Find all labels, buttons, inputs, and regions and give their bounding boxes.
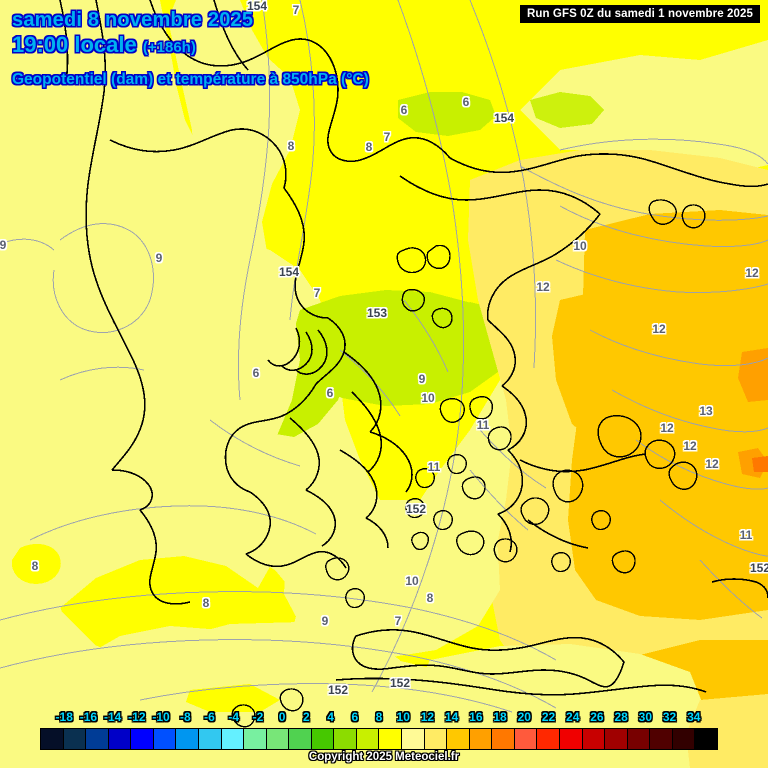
model-run-banner: Run GFS 0Z du samedi 1 novembre 2025 xyxy=(519,5,760,23)
colorbar-tick: 30 xyxy=(638,710,653,724)
colorbar-tick: -2 xyxy=(252,710,264,724)
colorbar-tick: -12 xyxy=(128,710,146,724)
colorbar-swatch xyxy=(266,729,290,749)
colorbar-tick: 16 xyxy=(469,710,483,724)
colorbar-tick: -6 xyxy=(204,710,215,724)
colorbar-swatch xyxy=(469,729,493,749)
colorbar-tick: 26 xyxy=(590,710,604,724)
colorbar-tick: 4 xyxy=(327,710,334,724)
forecast-date-label: samedi 8 novembre 2025 xyxy=(12,9,254,31)
colorbar-tick: 6 xyxy=(351,710,359,724)
colorbar-tick: -8 xyxy=(179,710,191,724)
colorbar-tick: 10 xyxy=(396,710,410,724)
colorbar-swatch xyxy=(537,729,560,749)
colorbar-swatch xyxy=(672,729,696,749)
colorbar-swatch xyxy=(492,729,515,749)
colorbar-swatch xyxy=(153,729,177,749)
colorbar-tick: 24 xyxy=(566,710,580,724)
colorbar-tick: 12 xyxy=(420,710,435,724)
colorbar-tick: -18 xyxy=(55,710,73,724)
colorbar-swatch xyxy=(447,729,470,749)
colorbar-tick: -16 xyxy=(79,710,98,724)
forecast-lead-time: (+186h) xyxy=(142,39,196,56)
colorbar-swatch xyxy=(86,729,109,749)
colorbar-tick: 32 xyxy=(662,710,677,724)
colorbar-swatch xyxy=(695,729,717,749)
colorbar-swatch xyxy=(627,729,651,749)
forecast-time-label: 19:00 locale (+186h) xyxy=(12,32,196,58)
colorbar-swatch xyxy=(605,729,628,749)
colorbar-tick: -10 xyxy=(152,710,170,724)
colorbar-tick: 14 xyxy=(444,710,459,724)
colorbar-tick: 18 xyxy=(493,710,507,724)
colorbar-swatch xyxy=(650,729,673,749)
colorbar-swatch xyxy=(289,729,312,749)
colorbar-swatch xyxy=(356,729,380,749)
colorbar-tick-labels: -18 -16 -14 -12 -10 -8 -6 -4 -2 0 2 4 6 8 10 12 14 16 18 20… xyxy=(40,710,718,726)
colorbar-swatch xyxy=(402,729,425,749)
colorbar-tick: -14 xyxy=(103,710,122,724)
colorbar-swatch xyxy=(311,729,335,749)
colorbar-swatch xyxy=(198,729,222,749)
colorbar-tick: 8 xyxy=(375,710,383,724)
colorbar-swatch xyxy=(559,729,583,749)
forecast-time-value: 19:00 locale xyxy=(12,32,137,57)
colorbar-tick: 0 xyxy=(278,710,286,724)
colorbar-swatch xyxy=(63,729,87,749)
copyright-label: Copyright 2025 Meteociel.fr xyxy=(308,751,460,763)
colorbar-swatch xyxy=(176,729,199,749)
colorbar-tick: -4 xyxy=(228,710,240,724)
colorbar-tick: 34 xyxy=(687,710,701,724)
temperature-colorbar[interactable] xyxy=(40,728,718,750)
colorbar-tick: 28 xyxy=(614,710,628,724)
colorbar-swatch xyxy=(582,729,606,749)
colorbar-swatch xyxy=(334,729,357,749)
colorbar-swatch xyxy=(131,729,154,749)
colorbar-swatch xyxy=(41,729,64,749)
colorbar-tick: 20 xyxy=(517,710,531,724)
colorbar-tick: 22 xyxy=(541,710,556,724)
colorbar-tick: 2 xyxy=(303,710,310,724)
colorbar-swatch xyxy=(108,729,132,749)
colorbar-swatch xyxy=(221,729,245,749)
colorbar-swatch xyxy=(424,729,448,749)
colorbar-swatch xyxy=(244,729,267,749)
colorbar-swatch xyxy=(379,729,402,749)
colorbar-swatch xyxy=(514,729,538,749)
parameter-label: Geopotentiel (dam) et température à 850h… xyxy=(12,71,369,88)
